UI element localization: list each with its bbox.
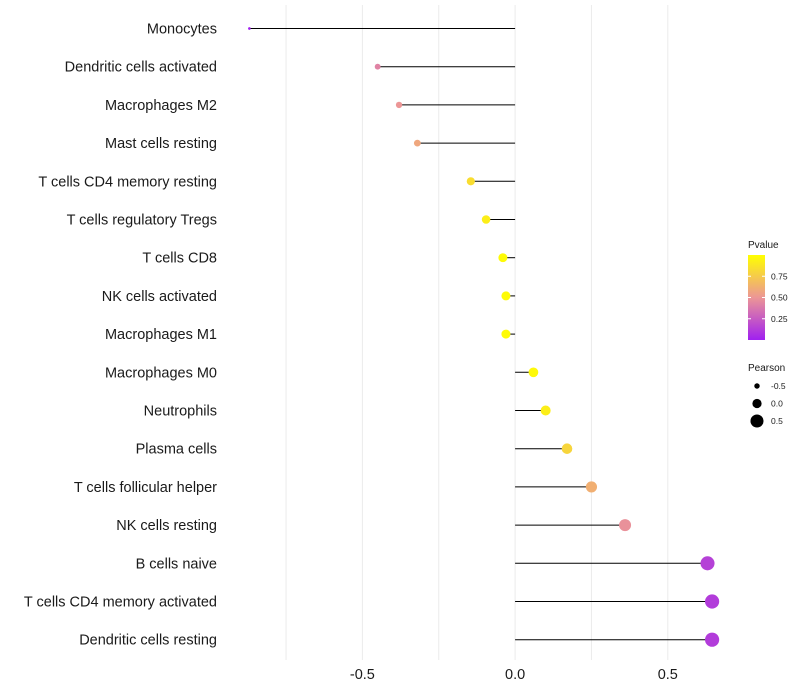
pearson-legend-label: 0.5 bbox=[771, 416, 783, 426]
pearson-legend: Pearson -0.5 0.0 0.5 bbox=[748, 363, 786, 428]
pearson-legend-point bbox=[752, 398, 762, 409]
lollipop-point bbox=[501, 291, 511, 301]
lollipop-point bbox=[585, 481, 598, 493]
category-label: Macrophages M2 bbox=[105, 98, 217, 114]
pearson-legend-items: -0.5 0.0 0.5 bbox=[750, 381, 786, 428]
lollipop-point bbox=[540, 405, 551, 416]
lollipop-point bbox=[248, 27, 251, 30]
pvalue-tick-label: 0.50 bbox=[771, 293, 788, 303]
lollipop-point bbox=[528, 367, 539, 378]
lollipop-point bbox=[413, 139, 421, 147]
point-layer bbox=[248, 27, 720, 647]
x-tick-label: -0.5 bbox=[350, 667, 375, 683]
x-tick-label: 0.5 bbox=[658, 667, 678, 683]
category-labels: Monocytes Dendritic cells activated Macrop… bbox=[24, 22, 217, 649]
category-label: T cells CD4 memory resting bbox=[38, 174, 217, 190]
category-label: NK cells activated bbox=[102, 289, 217, 305]
pearson-legend-label: 0.0 bbox=[771, 399, 783, 409]
x-axis-tick-labels: -0.5 0.0 0.5 bbox=[350, 667, 678, 683]
lollipop-point bbox=[498, 253, 508, 263]
lollipop-point bbox=[501, 329, 511, 339]
x-tick-label: 0.0 bbox=[505, 667, 525, 683]
pvalue-tick-label: 0.75 bbox=[771, 271, 788, 281]
category-label: Macrophages M0 bbox=[105, 365, 217, 381]
category-label: T cells CD4 memory activated bbox=[24, 595, 217, 611]
category-label: Plasma cells bbox=[136, 442, 217, 458]
pearson-legend-point bbox=[754, 383, 760, 389]
lollipop-point bbox=[374, 63, 381, 70]
lollipop-point bbox=[561, 443, 573, 454]
grid-layer bbox=[285, 5, 669, 660]
category-label: Dendritic cells resting bbox=[79, 633, 217, 649]
lollipop-point bbox=[705, 594, 720, 609]
category-label: T cells CD8 bbox=[142, 251, 217, 267]
pvalue-legend: Pvalue 0.25 0.50 0.75 bbox=[748, 240, 788, 340]
pvalue-legend-ticks: 0.25 0.50 0.75 bbox=[748, 271, 788, 324]
category-label: Dendritic cells activated bbox=[65, 60, 217, 76]
category-label: NK cells resting bbox=[116, 518, 217, 534]
category-label: T cells regulatory Tregs bbox=[67, 213, 217, 229]
category-label: B cells naive bbox=[136, 556, 217, 572]
lollipop-point bbox=[619, 519, 632, 532]
pearson-legend-label: -0.5 bbox=[771, 381, 786, 391]
category-label: Neutrophils bbox=[144, 404, 217, 420]
category-label: Mast cells resting bbox=[105, 136, 217, 152]
lollipop-point bbox=[705, 632, 720, 647]
lollipop-point bbox=[395, 101, 403, 109]
lollipop-point bbox=[700, 556, 715, 571]
category-label: Macrophages M1 bbox=[105, 327, 217, 343]
pvalue-legend-title: Pvalue bbox=[748, 240, 779, 251]
pvalue-colorbar bbox=[748, 255, 765, 340]
pvalue-tick-label: 0.25 bbox=[771, 314, 788, 324]
segment-layer bbox=[249, 28, 713, 641]
lollipop-point bbox=[481, 215, 491, 224]
pearson-legend-title: Pearson bbox=[748, 363, 785, 374]
category-label: Monocytes bbox=[147, 22, 217, 38]
pearson-legend-point bbox=[750, 414, 764, 428]
lollipop-point bbox=[466, 177, 475, 186]
category-label: T cells follicular helper bbox=[74, 480, 217, 496]
